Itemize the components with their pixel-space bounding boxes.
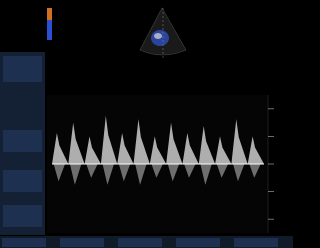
bottom-button[interactable]: [234, 238, 278, 247]
panel-button[interactable]: [3, 130, 42, 152]
panel-button[interactable]: [3, 56, 42, 82]
bottom-button[interactable]: [176, 238, 220, 247]
panel-button[interactable]: [3, 170, 42, 192]
display: [0, 0, 293, 248]
bottom-button[interactable]: [2, 238, 46, 247]
panel-button[interactable]: [3, 205, 42, 227]
ultrasound-screen: [0, 0, 293, 248]
bottom-button[interactable]: [60, 238, 104, 247]
color-bar-top: [47, 8, 52, 20]
bottom-button[interactable]: [118, 238, 162, 247]
tissue: [154, 33, 162, 39]
